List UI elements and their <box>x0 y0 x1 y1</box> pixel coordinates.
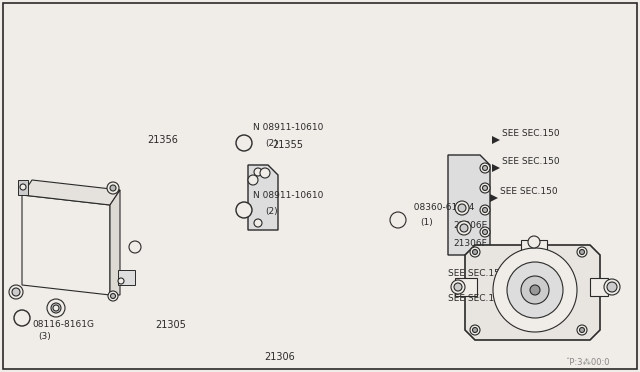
Text: SEE SEC.150: SEE SEC.150 <box>502 129 559 138</box>
Circle shape <box>9 285 23 299</box>
Circle shape <box>118 278 124 284</box>
Bar <box>455 278 477 296</box>
Circle shape <box>579 250 584 254</box>
Circle shape <box>458 204 466 212</box>
Circle shape <box>236 135 252 151</box>
Circle shape <box>528 236 540 248</box>
Text: N 08911-10610: N 08911-10610 <box>253 123 323 132</box>
Text: SEE SEC.150: SEE SEC.150 <box>502 157 559 166</box>
Circle shape <box>480 205 490 215</box>
Text: 21305: 21305 <box>155 320 186 330</box>
Circle shape <box>455 201 469 215</box>
Circle shape <box>108 291 118 301</box>
Circle shape <box>493 248 577 332</box>
Circle shape <box>107 182 119 194</box>
Text: 08116-8161G: 08116-8161G <box>32 320 94 329</box>
Text: 21356: 21356 <box>148 135 179 145</box>
Polygon shape <box>18 180 28 195</box>
Text: 21306: 21306 <box>264 352 295 362</box>
Circle shape <box>254 219 262 227</box>
Circle shape <box>110 185 116 191</box>
Circle shape <box>51 303 61 313</box>
Circle shape <box>483 208 488 212</box>
Polygon shape <box>110 190 120 295</box>
Circle shape <box>457 221 471 235</box>
Circle shape <box>507 262 563 318</box>
Circle shape <box>472 250 477 254</box>
Text: (1): (1) <box>420 218 433 227</box>
Text: B: B <box>19 314 25 323</box>
Bar <box>590 278 608 296</box>
Text: 21306F: 21306F <box>453 239 487 248</box>
Polygon shape <box>448 155 490 255</box>
Circle shape <box>129 241 141 253</box>
Circle shape <box>577 247 587 257</box>
Text: SEE SEC.150: SEE SEC.150 <box>448 294 506 303</box>
Circle shape <box>451 280 465 294</box>
Polygon shape <box>490 194 498 202</box>
Circle shape <box>521 276 549 304</box>
Circle shape <box>480 163 490 173</box>
Circle shape <box>260 168 270 178</box>
Circle shape <box>480 183 490 193</box>
Circle shape <box>483 230 488 234</box>
Text: SEE SEC.150: SEE SEC.150 <box>448 269 506 278</box>
Circle shape <box>607 282 617 292</box>
Text: (3): (3) <box>38 332 51 341</box>
Circle shape <box>14 310 30 326</box>
Text: N: N <box>241 205 247 215</box>
Circle shape <box>47 299 65 317</box>
Circle shape <box>454 283 462 291</box>
Bar <box>521 240 547 256</box>
Polygon shape <box>248 165 278 230</box>
Circle shape <box>579 327 584 333</box>
Text: N: N <box>241 138 247 148</box>
Text: 21306E: 21306E <box>453 221 487 230</box>
Text: 08360-61614: 08360-61614 <box>408 203 474 212</box>
Circle shape <box>483 186 488 190</box>
Circle shape <box>472 327 477 333</box>
Circle shape <box>12 288 20 296</box>
Text: SEE SEC.150: SEE SEC.150 <box>500 187 557 196</box>
Circle shape <box>483 166 488 170</box>
Text: N 08911-10610: N 08911-10610 <box>253 191 323 200</box>
Text: 21355: 21355 <box>272 140 303 150</box>
Text: (2): (2) <box>265 207 278 216</box>
Polygon shape <box>465 245 600 340</box>
Circle shape <box>236 202 252 218</box>
Circle shape <box>470 247 480 257</box>
Polygon shape <box>492 136 500 144</box>
Circle shape <box>390 212 406 228</box>
Circle shape <box>470 325 480 335</box>
Polygon shape <box>118 270 135 285</box>
Circle shape <box>53 305 59 311</box>
Circle shape <box>111 294 115 298</box>
Polygon shape <box>22 180 120 205</box>
Text: ˆP:3⁂00:0: ˆP:3⁂00:0 <box>565 358 609 367</box>
Circle shape <box>460 224 468 232</box>
Circle shape <box>248 175 258 185</box>
Polygon shape <box>22 195 110 295</box>
Circle shape <box>20 184 26 190</box>
Circle shape <box>254 168 262 176</box>
Circle shape <box>480 227 490 237</box>
Circle shape <box>604 279 620 295</box>
Text: (2): (2) <box>265 139 278 148</box>
Text: S: S <box>395 215 401 224</box>
Polygon shape <box>492 164 500 172</box>
Circle shape <box>577 325 587 335</box>
Circle shape <box>530 285 540 295</box>
